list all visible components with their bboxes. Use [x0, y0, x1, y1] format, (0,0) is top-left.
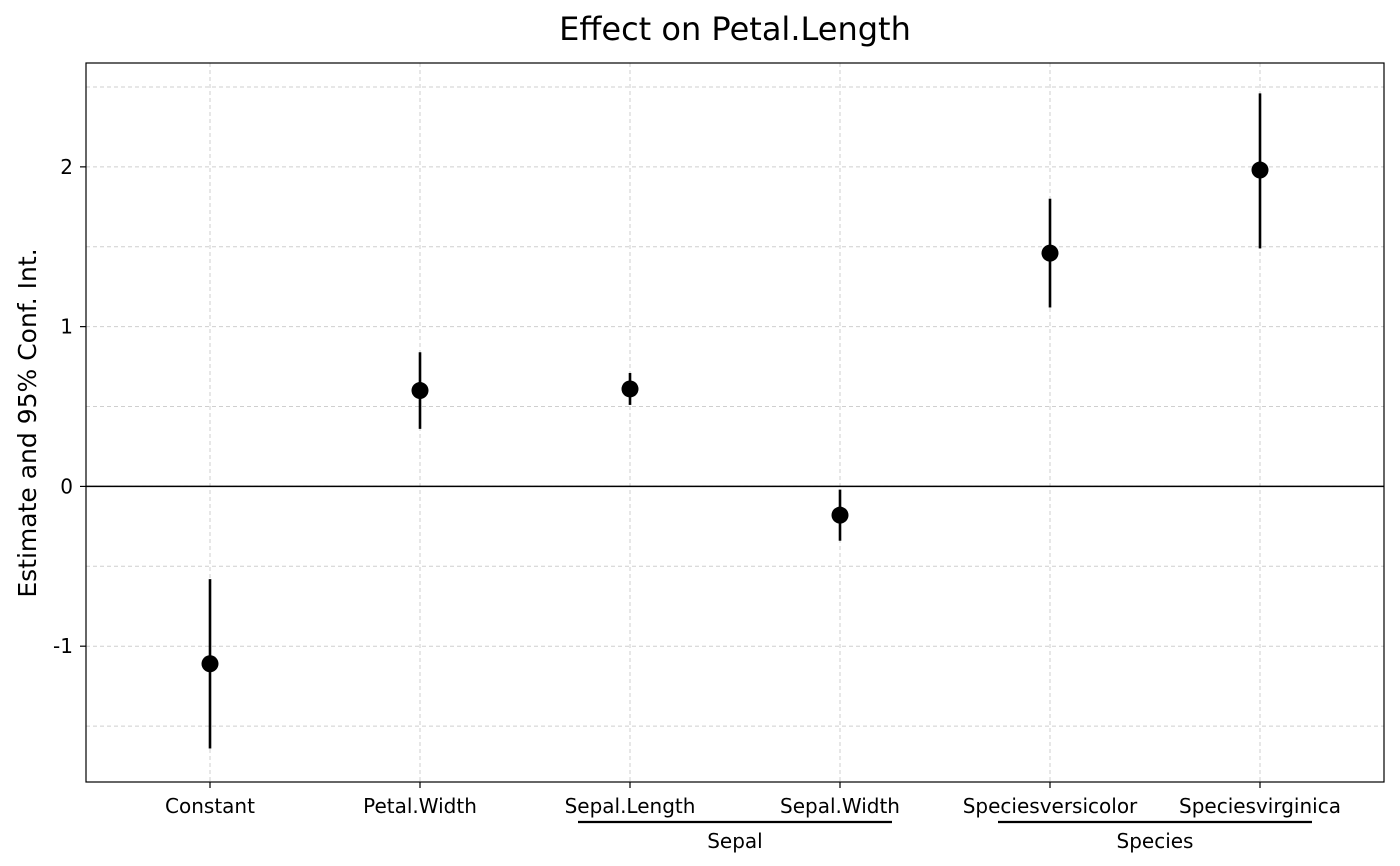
- x-tick-label: Constant: [165, 794, 255, 818]
- y-tick-label: 0: [60, 474, 73, 498]
- y-tick-label: 2: [60, 155, 73, 179]
- x-axis-ticks: Constant Petal.Width Sepal.Length Sepal.Wid…: [165, 782, 1341, 818]
- estimate-marks: [201, 93, 1269, 749]
- x-tick-label: Sepal.Width: [780, 794, 900, 818]
- variable-groups: Sepal Species: [578, 820, 1312, 853]
- estimate-point: [1251, 161, 1269, 179]
- chart-title: Effect on Petal.Length: [559, 10, 911, 48]
- y-tick-label: 1: [60, 315, 73, 339]
- plot-frame: [85, 62, 1385, 783]
- y-tick-label: -1: [53, 634, 73, 658]
- group-label: Sepal: [707, 829, 763, 853]
- group-label: Species: [1117, 829, 1194, 853]
- grid-lines: [86, 63, 1384, 782]
- x-tick-label: Speciesvirginica: [1179, 794, 1341, 818]
- estimate-point: [201, 655, 219, 673]
- y-axis-label: Estimate and 95% Conf. Int.: [13, 248, 42, 597]
- estimate-point: [1041, 244, 1059, 262]
- estimate-point: [621, 380, 639, 398]
- x-tick-label: Sepal.Length: [565, 794, 696, 818]
- estimate-point: [831, 506, 849, 524]
- x-tick-label: Speciesversicolor: [963, 794, 1138, 818]
- estimate-point: [411, 382, 429, 400]
- y-axis-ticks: -1 0 1 2: [53, 155, 86, 658]
- x-tick-label: Petal.Width: [363, 794, 477, 818]
